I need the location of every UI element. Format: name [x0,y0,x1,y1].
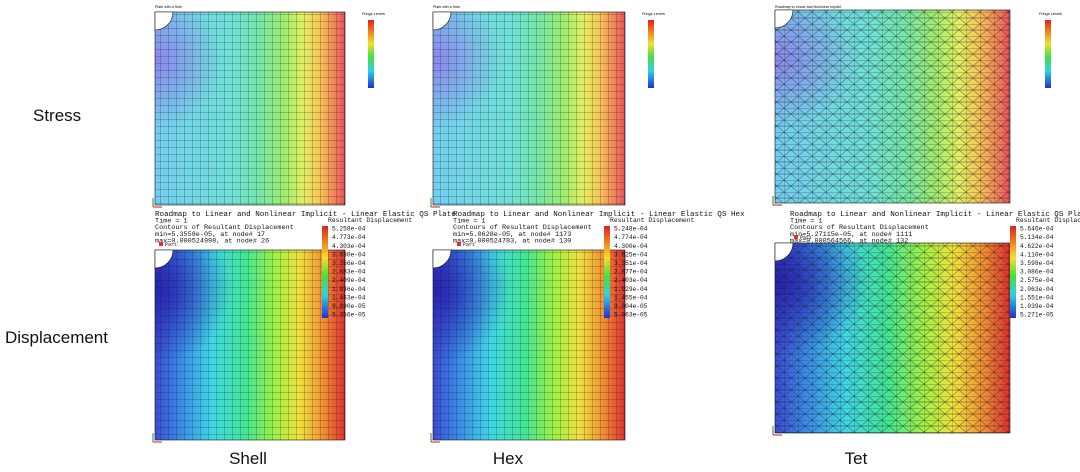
legend-level: 3.598e-04 [1020,260,1054,267]
legend-level: 4.774e-04 [614,234,648,241]
mesh [432,11,626,206]
part-label: Part [800,235,812,241]
plot-header: min=5.3558e-05, at node# 17 [155,231,265,239]
plot-header: Roadmap to Linear and Nonlinear Implicit [775,5,841,9]
legend-level: 5.646e-04 [1020,226,1054,233]
part-swatch [457,242,461,246]
legend-title: Fringe Levels [362,12,385,16]
plot-header: max=0.000524783, at node# 130 [453,237,571,245]
plot-header: Plate with a Hole [433,5,460,9]
legend-level: 4.773e-04 [332,234,366,241]
legend-level: 3.356e-04 [332,260,366,267]
part-swatch [159,242,163,246]
mesh [154,11,346,206]
contour-panel: Roadmap to Linear and Nonlinear Implicit… [152,211,456,443]
mesh [774,242,1011,434]
mesh [432,249,626,441]
legend-level: 4.303e-04 [332,243,366,250]
color-bar [368,20,374,88]
part-label: Part [165,242,177,248]
mesh [154,249,346,441]
legend-level: 4.300e-04 [614,243,648,250]
plot-header: min=5.0628e-05, at node# 1173 [453,231,571,239]
legend-level: 3.351e-04 [614,260,648,267]
legend-level: 3.825e-04 [614,251,648,258]
legend-level: 4.110e-04 [1020,251,1054,258]
legend-level: 5.356e-05 [332,312,366,319]
contour-panel: Plate with a Hole Fringe Levels [152,5,385,208]
contour-panel: Roadmap to Linear and Nonlinear Implicit… [430,211,745,443]
color-bar [1045,20,1051,88]
legend-level: 1.455e-04 [614,294,648,301]
plot-header: Roadmap to Linear and Nonlinear Implicit… [155,211,456,219]
plot-header: Time = 1 [155,218,188,226]
legend-level: 5.271e-05 [1020,312,1054,319]
plot-header: Contours of Resultant Displacement [790,224,929,232]
contour-panel: Plate with a Hole Fringe Levels [430,5,665,208]
legend-level: 5.063e-05 [614,312,648,319]
plot-header: max=0.000524998, at node# 26 [155,237,269,245]
hole [432,11,452,31]
legend-level: 2.409e-04 [332,277,366,284]
part-swatch [794,235,798,239]
hole [774,9,794,29]
legend-title: Resultant Displacement [1016,217,1080,224]
legend-level: 3.830e-04 [332,251,366,258]
legend-level: 2.575e-04 [1020,277,1054,284]
hole [432,249,452,269]
hole [154,11,174,31]
legend-title: Fringe Levels [1039,12,1062,16]
column-label: Hex [493,449,524,468]
contour-panel: Roadmap to Linear and Nonlinear Implicit… [772,211,1080,436]
hole [154,249,174,269]
legend-level: 5.248e-04 [614,226,648,233]
color-bar [604,226,610,318]
part-label: Part [463,242,475,248]
color-bar [648,20,654,88]
legend-level: 5.258e-04 [332,226,366,233]
legend-title: Fringe Levels [642,12,665,16]
column-label: Shell [229,449,267,468]
plot-header: Time = 1 [453,218,486,226]
plot-header: max=0.000564566, at node# 132 [790,237,908,245]
row-label: Displacement [5,328,108,347]
legend-level: 2.403e-04 [614,277,648,284]
plot-header: Time = 1 [790,218,823,226]
hole [774,242,794,262]
legend-level: 2.883e-04 [332,269,366,276]
legend-level: 1.936e-04 [332,286,366,293]
legend-level: 1.551e-04 [1020,294,1054,301]
plot-header: Roadmap to Linear and Nonlinear Implicit… [790,211,1080,219]
color-bar [1010,226,1016,318]
plot-header: Contours of Resultant Displacement [453,224,592,232]
legend-level: 3.086e-04 [1020,269,1054,276]
legend-level: 5.134e-04 [1020,234,1054,241]
row-label: Stress [33,106,81,125]
legend-level: 2.877e-04 [614,269,648,276]
color-bar [322,226,328,318]
legend-level: 1.463e-04 [332,294,366,301]
plot-header: min=5.27115e-05, at node# 1111 [790,231,912,239]
mesh [774,9,1011,204]
legend-level: 9.890e-05 [332,303,366,310]
legend-level: 2.063e-04 [1020,286,1054,293]
legend-level: 4.622e-04 [1020,243,1054,250]
plot-header: Plate with a Hole [155,5,182,9]
plot-header: Contours of Resultant Displacement [155,224,294,232]
plot-header: Roadmap to Linear and Nonlinear Implicit… [453,211,745,219]
contour-panel: Roadmap to Linear and Nonlinear Implicit… [772,5,1062,206]
legend-level: 9.804e-05 [614,303,648,310]
legend-level: 1.039e-04 [1020,303,1054,310]
column-label: Tet [845,449,868,468]
legend-title: Resultant Displacement [328,217,413,224]
legend-title: Resultant Displacement [610,217,695,224]
legend-level: 1.929e-04 [614,286,648,293]
